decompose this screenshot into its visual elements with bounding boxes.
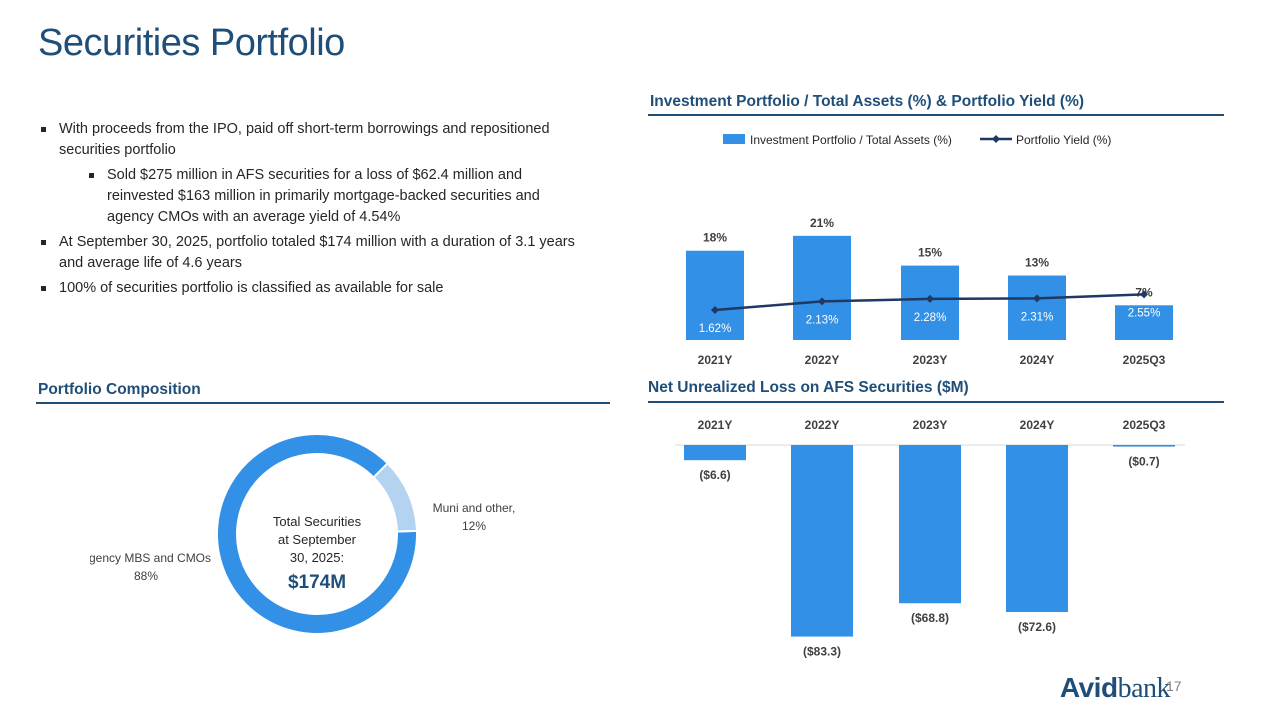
page-number: 17	[1166, 678, 1182, 694]
bar	[1008, 275, 1066, 340]
bullet-list-container: With proceeds from the IPO, paid off sho…	[38, 119, 578, 303]
legend-marker-line	[992, 135, 1000, 143]
x-tick-label: 2025Q3	[1123, 353, 1166, 367]
x-tick-label: 2025Q3	[1123, 418, 1166, 432]
bar	[1115, 305, 1173, 340]
bar	[791, 445, 853, 637]
bar	[684, 445, 746, 461]
bullet-list: With proceeds from the IPO, paid off sho…	[38, 119, 578, 299]
donut-center-text: Total Securities	[273, 514, 362, 529]
yield-point	[1033, 294, 1041, 303]
donut-slice-muni	[372, 461, 418, 533]
x-tick-label: 2022Y	[805, 353, 840, 367]
yield-value-label: 2.28%	[914, 312, 947, 324]
legend-swatch-bar	[723, 134, 745, 144]
bar-value-label: ($0.7)	[1128, 455, 1159, 469]
bar-value-label: ($72.6)	[1018, 620, 1056, 634]
investment-chart-heading: Investment Portfolio / Total Assets (%) …	[650, 93, 1085, 110]
bullet-item: 100% of securities portfolio is classifi…	[38, 278, 578, 299]
avidbank-logo: Avidbank	[1059, 672, 1171, 704]
investment-heading-rule	[648, 114, 1224, 116]
slice-label: 12%	[462, 519, 486, 533]
bullet-item: With proceeds from the IPO, paid off sho…	[38, 119, 578, 161]
page-title: Securities Portfolio	[38, 22, 345, 64]
bar-value-label: ($68.8)	[911, 611, 949, 625]
donut-center-value: $174M	[288, 572, 346, 593]
bar-value-label: ($6.6)	[699, 468, 730, 482]
composition-donut-chart: Agency MBS and CMOs 88% Muni and other, 12%…	[90, 433, 516, 635]
bar	[1113, 445, 1175, 447]
donut-center-text: at September	[278, 532, 357, 547]
bar	[686, 250, 744, 340]
unrealized-heading-rule	[648, 401, 1224, 403]
x-tick-label: 2024Y	[1020, 418, 1055, 432]
bullet-item: Sold $275 million in AFS securities for …	[86, 165, 578, 228]
slice-label: Muni and other,	[433, 501, 516, 515]
donut-center-text: 30, 2025:	[290, 550, 344, 565]
composition-heading: Portfolio Composition	[38, 381, 201, 398]
bar-value-label: 15%	[918, 246, 942, 260]
yield-point	[711, 306, 719, 314]
yield-value-label: 2.31%	[1021, 311, 1054, 323]
yield-value-label: 2.13%	[806, 314, 839, 326]
legend-label-bar: Investment Portfolio / Total Assets (%)	[750, 133, 952, 147]
yield-point	[1140, 290, 1148, 299]
bar-value-label: ($83.3)	[803, 645, 841, 659]
x-tick-label: 2022Y	[805, 418, 840, 432]
composition-heading-rule	[36, 402, 610, 404]
x-tick-label: 2023Y	[913, 418, 948, 432]
x-tick-label: 2021Y	[698, 418, 733, 432]
bar	[1006, 445, 1068, 612]
x-tick-label: 2024Y	[1020, 353, 1055, 367]
slice-label: Agency MBS and CMOs	[90, 551, 211, 565]
bar	[793, 235, 851, 340]
bar	[899, 445, 961, 604]
bullet-item: At September 30, 2025, portfolio totaled…	[38, 232, 578, 274]
x-tick-label: 2023Y	[913, 353, 948, 367]
donut-slice-agency	[216, 433, 418, 635]
yield-value-label: 2.55%	[1128, 307, 1161, 319]
unrealized-loss-chart: 2021Y ($6.6) 2022Y ($83.3) 2023Y ($68.8) 2024Y…	[675, 418, 1185, 659]
yield-point	[926, 294, 934, 303]
x-tick-label: 2021Y	[698, 353, 733, 367]
slice-label: 88%	[134, 569, 158, 583]
yield-point	[818, 297, 826, 306]
investment-yield-chart: Investment Portfolio / Total Assets (%) P…	[686, 133, 1173, 367]
bar-value-label: 18%	[703, 231, 727, 245]
legend-label-line: Portfolio Yield (%)	[1016, 133, 1111, 147]
bar-value-label: 21%	[810, 216, 834, 230]
yield-value-label: 1.62%	[699, 323, 732, 335]
bar-value-label: 13%	[1025, 256, 1049, 270]
unrealized-chart-heading: Net Unrealized Loss on AFS Securities ($…	[648, 379, 969, 396]
